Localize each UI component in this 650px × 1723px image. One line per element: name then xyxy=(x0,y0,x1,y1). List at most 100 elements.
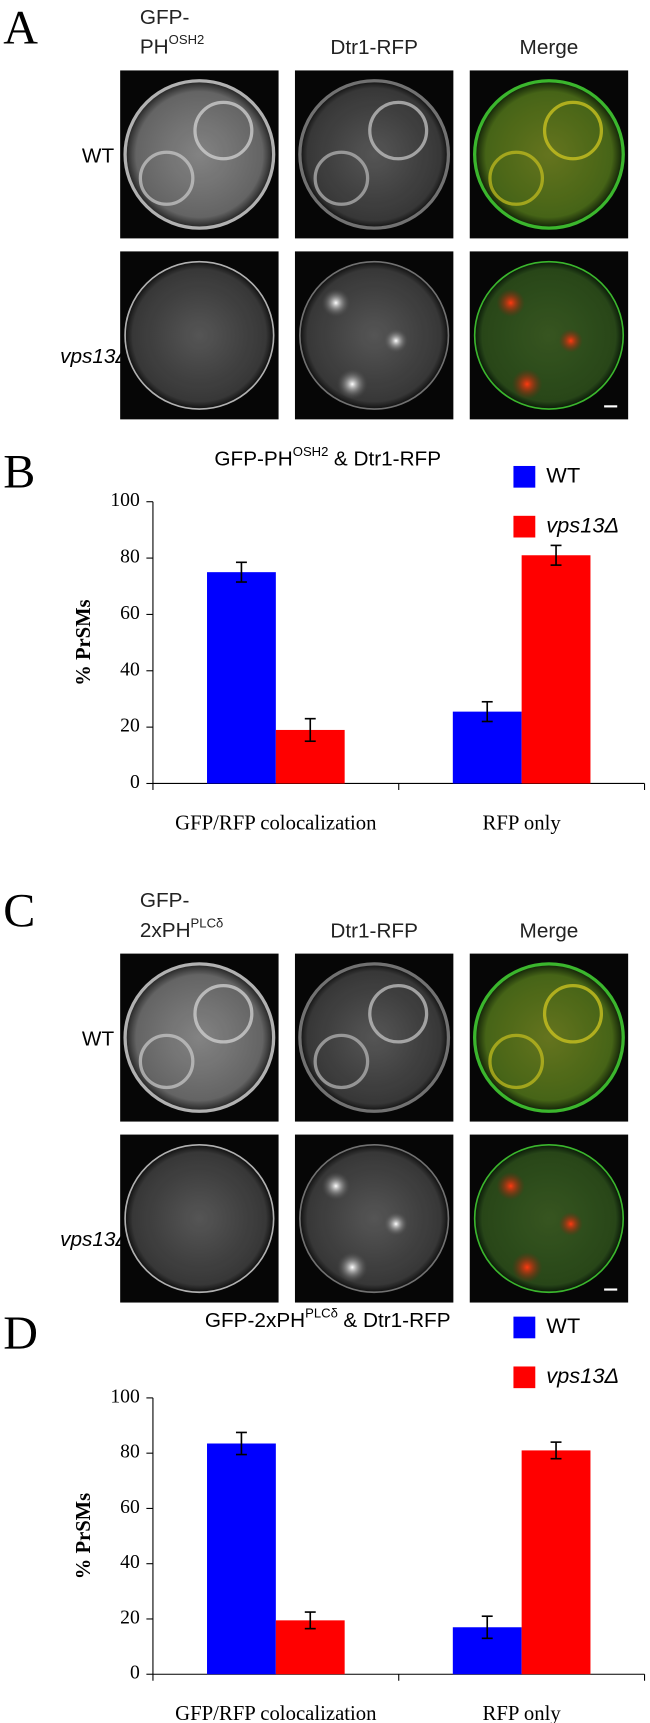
row-label: WT xyxy=(82,1028,115,1051)
title-text: GFP-PH xyxy=(214,448,292,471)
bar xyxy=(207,572,276,784)
title-superscript: OSH2 xyxy=(293,444,329,459)
vacuole-spot xyxy=(558,1212,583,1236)
vacuole-spot xyxy=(383,1212,409,1236)
cell-body xyxy=(473,260,625,410)
vacuole-spot xyxy=(321,1171,351,1201)
vacuole-spot xyxy=(321,288,351,317)
vacuole-spot xyxy=(496,1171,525,1201)
vacuole xyxy=(193,100,254,161)
y-tick-label: 100 xyxy=(110,490,140,511)
cell-body xyxy=(124,260,275,410)
cell-body xyxy=(298,962,451,1113)
vacuole xyxy=(542,983,604,1044)
y-tick-label: 60 xyxy=(120,1497,140,1518)
y-tick-label: 0 xyxy=(130,772,140,793)
y-axis-label: % PrSMs xyxy=(73,599,95,685)
cell-body xyxy=(299,1144,450,1294)
y-tick-label: 20 xyxy=(120,1608,140,1629)
vacuole xyxy=(313,150,370,206)
vacuole xyxy=(542,100,604,161)
cell-body xyxy=(473,962,625,1113)
column-header: PHOSH2 xyxy=(140,33,204,60)
legend-swatch xyxy=(513,1316,536,1339)
row-label: WT xyxy=(82,145,115,168)
y-tick-label: 20 xyxy=(120,716,140,737)
vacuole-spot xyxy=(496,288,525,317)
error-bar xyxy=(304,1611,316,1630)
bar xyxy=(452,711,522,784)
chart-title: GFP-2xPHPLCδ & Dtr1-RFP xyxy=(205,1306,451,1333)
x-tick-label: GFP/RFP colocalization xyxy=(175,812,377,834)
header-superscript: PLCδ xyxy=(191,916,224,931)
row-label: vps13Δ xyxy=(60,1228,129,1251)
column-header: Merge xyxy=(520,36,579,59)
vacuole-spot xyxy=(558,328,583,353)
y-tick-label: 60 xyxy=(120,603,140,624)
legend-label: vps13Δ xyxy=(546,512,619,537)
vacuole xyxy=(368,983,429,1044)
cell-body xyxy=(298,79,451,230)
vacuole xyxy=(313,1033,370,1090)
y-tick-label: 80 xyxy=(120,1442,140,1463)
header-text: 2xPH xyxy=(140,919,191,942)
header-superscript: OSH2 xyxy=(169,33,205,48)
panel-label: A xyxy=(3,2,38,55)
cell-body xyxy=(473,1144,625,1294)
panel-label: C xyxy=(3,885,35,938)
error-bar xyxy=(304,717,316,743)
vacuole-spot xyxy=(337,368,368,400)
column-header: GFP- xyxy=(140,889,190,912)
row-label: vps13Δ xyxy=(60,345,129,368)
vacuole xyxy=(368,100,429,161)
column-header: 2xPHPLCδ xyxy=(140,916,224,943)
cell-body xyxy=(123,962,276,1113)
panel-label: B xyxy=(3,446,35,499)
legend-swatch xyxy=(513,1366,536,1389)
bar xyxy=(521,1450,591,1675)
y-tick-label: 100 xyxy=(110,1386,140,1407)
title-text: & Dtr1-RFP xyxy=(334,448,441,471)
error-bar xyxy=(235,561,247,583)
vacuole xyxy=(488,150,545,206)
chart-title: GFP-PHOSH2 & Dtr1-RFP xyxy=(214,444,441,471)
vacuole xyxy=(193,983,254,1044)
vacuole-spot xyxy=(511,368,543,400)
legend-label: WT xyxy=(546,1313,580,1338)
cell-body xyxy=(124,1144,275,1294)
y-tick-label: 40 xyxy=(120,1552,140,1573)
vacuole-spot xyxy=(511,1252,543,1283)
error-bar xyxy=(235,1431,247,1456)
panel-label: D xyxy=(3,1307,38,1360)
title-superscript: PLCδ xyxy=(305,1306,338,1321)
y-tick-label: 40 xyxy=(120,659,140,680)
column-header: GFP- xyxy=(140,6,190,29)
column-header: Merge xyxy=(520,919,579,942)
error-bar xyxy=(550,1441,562,1460)
legend-label: vps13Δ xyxy=(546,1363,619,1388)
x-tick-label: GFP/RFP colocalization xyxy=(175,1703,377,1723)
cell-body xyxy=(299,260,450,410)
legend-label: WT xyxy=(546,463,580,488)
legend-swatch xyxy=(513,515,536,538)
vacuole xyxy=(138,1033,195,1090)
y-tick-label: 0 xyxy=(130,1663,140,1684)
cell-body xyxy=(123,79,276,230)
title-text: & Dtr1-RFP xyxy=(343,1310,450,1333)
cell-body xyxy=(473,79,625,230)
error-bar xyxy=(481,700,493,723)
vacuole xyxy=(488,1033,545,1090)
y-axis-label: % PrSMs xyxy=(73,1493,95,1579)
column-header: Dtr1-RFP xyxy=(330,36,418,59)
error-bar xyxy=(550,544,562,566)
bar xyxy=(521,555,591,784)
legend-swatch xyxy=(513,465,536,488)
y-tick-label: 80 xyxy=(120,547,140,568)
error-bar xyxy=(481,1615,493,1640)
x-tick-label: RFP only xyxy=(483,812,562,834)
header-text: PH xyxy=(140,36,169,59)
vacuole-spot xyxy=(383,328,409,353)
bar xyxy=(207,1443,276,1675)
vacuole-spot xyxy=(337,1252,368,1283)
